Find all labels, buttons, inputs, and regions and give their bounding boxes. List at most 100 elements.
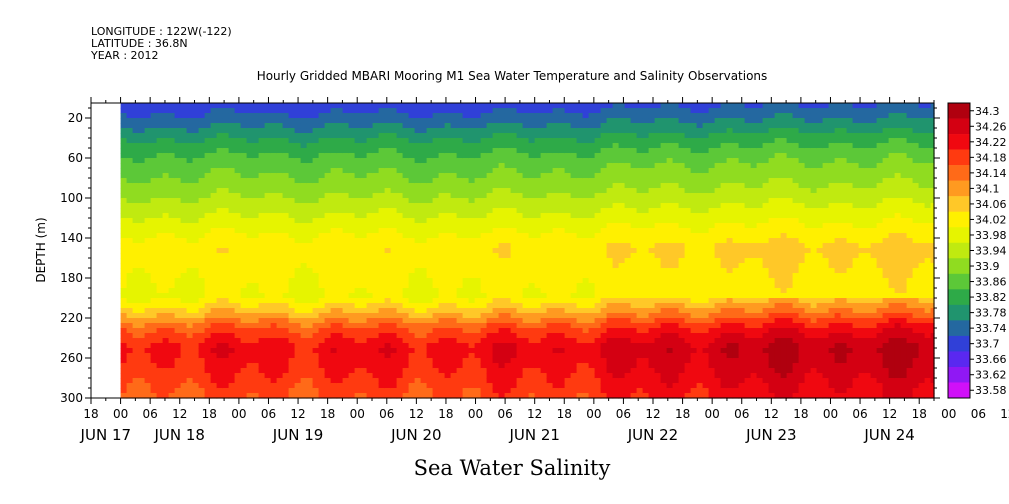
heatmap-cell xyxy=(126,263,134,269)
heatmap-cell xyxy=(378,268,386,274)
heatmap-cell xyxy=(282,378,290,384)
heatmap-cell xyxy=(510,128,518,134)
heatmap-cell xyxy=(234,278,242,284)
heatmap-cell xyxy=(504,163,512,169)
heatmap-cell xyxy=(324,193,332,199)
heatmap-cell xyxy=(540,298,548,304)
heatmap-cell xyxy=(348,323,356,329)
latitude-label: LATITUDE : 36.8N xyxy=(91,37,188,50)
heatmap-cell xyxy=(372,243,380,249)
heatmap-cell xyxy=(234,308,242,314)
heatmap-cell xyxy=(162,338,170,344)
heatmap-cell xyxy=(258,223,266,229)
heatmap-cell xyxy=(360,238,368,244)
heatmap-cell xyxy=(408,348,416,354)
heatmap-cell xyxy=(306,313,314,319)
heatmap-cell xyxy=(162,118,170,124)
heatmap-cell xyxy=(408,273,416,279)
heatmap-cell xyxy=(126,158,134,164)
heatmap-cell xyxy=(180,303,188,309)
heatmap-cell xyxy=(252,358,260,364)
heatmap-cell xyxy=(522,258,530,264)
heatmap-cell xyxy=(516,288,524,294)
heatmap-cell xyxy=(336,268,344,274)
heatmap-cell xyxy=(576,198,584,204)
heatmap-cell xyxy=(450,353,458,359)
heatmap-cell xyxy=(156,123,164,129)
heatmap-cell xyxy=(162,243,170,249)
heatmap-cell xyxy=(480,163,488,169)
heatmap-cell xyxy=(420,373,428,379)
heatmap-cell xyxy=(120,248,128,254)
heatmap-cell xyxy=(582,248,590,254)
heatmap-cell xyxy=(348,288,356,294)
heatmap-cell xyxy=(498,353,506,359)
heatmap-cell xyxy=(324,343,332,349)
heatmap-cell xyxy=(222,343,230,349)
heatmap-cell xyxy=(126,388,134,394)
heatmap-cell xyxy=(180,228,188,234)
heatmap-cell xyxy=(588,328,596,334)
heatmap-cell xyxy=(288,353,296,359)
heatmap-cell xyxy=(336,288,344,294)
heatmap-cell xyxy=(396,388,404,394)
heatmap-cell xyxy=(600,313,608,319)
heatmap-cell xyxy=(318,228,326,234)
heatmap-cell xyxy=(528,393,536,399)
heatmap-cell xyxy=(600,283,608,289)
heatmap-cell xyxy=(342,118,350,124)
heatmap-cell xyxy=(258,173,266,179)
heatmap-cell xyxy=(252,173,260,179)
heatmap-cell xyxy=(486,333,494,339)
heatmap-cell xyxy=(408,253,416,259)
heatmap-cell xyxy=(234,188,242,194)
heatmap-cell xyxy=(450,313,458,319)
heatmap-cell xyxy=(264,108,272,114)
heatmap-cell xyxy=(276,133,284,139)
heatmap-cell xyxy=(126,273,134,279)
heatmap-cell xyxy=(480,188,488,194)
heatmap-cell xyxy=(582,203,590,209)
heatmap-cell xyxy=(492,233,500,239)
heatmap-cell xyxy=(540,203,548,209)
heatmap-cell xyxy=(552,383,560,389)
heatmap-cell xyxy=(192,193,200,199)
heatmap-cell xyxy=(324,328,332,334)
heatmap-cell xyxy=(606,388,614,394)
heatmap-cell xyxy=(444,318,452,324)
heatmap-cell xyxy=(378,173,386,179)
heatmap-cell xyxy=(546,168,554,174)
heatmap-cell xyxy=(228,188,236,194)
heatmap-cell xyxy=(582,193,590,199)
heatmap-cell xyxy=(474,103,482,109)
heatmap-cell xyxy=(330,168,338,174)
heatmap-cell xyxy=(324,108,332,114)
heatmap-cell xyxy=(372,278,380,284)
heatmap-cell xyxy=(138,313,146,319)
heatmap-cell xyxy=(270,293,278,299)
heatmap-cell xyxy=(300,168,308,174)
heatmap-cell xyxy=(390,313,398,319)
heatmap-cell xyxy=(132,318,140,324)
heatmap-cell xyxy=(360,143,368,149)
heatmap-cell xyxy=(444,108,452,114)
heatmap-cell xyxy=(414,213,422,219)
heatmap-cell xyxy=(516,218,524,224)
heatmap-cell xyxy=(192,233,200,239)
heatmap-cell xyxy=(516,203,524,209)
heatmap-cell xyxy=(402,158,410,164)
heatmap-cell xyxy=(594,213,602,219)
heatmap-cell xyxy=(132,298,140,304)
heatmap-cell xyxy=(516,283,524,289)
heatmap-cell xyxy=(192,323,200,329)
heatmap-cell xyxy=(606,133,614,139)
heatmap-cell xyxy=(252,368,260,374)
heatmap-cell xyxy=(318,163,326,169)
heatmap-cell xyxy=(396,328,404,334)
heatmap-cell xyxy=(378,243,386,249)
heatmap-cell xyxy=(534,273,542,279)
heatmap-cell xyxy=(390,138,398,144)
heatmap-cell xyxy=(126,208,134,214)
heatmap-cell xyxy=(474,143,482,149)
heatmap-cell xyxy=(174,393,182,399)
